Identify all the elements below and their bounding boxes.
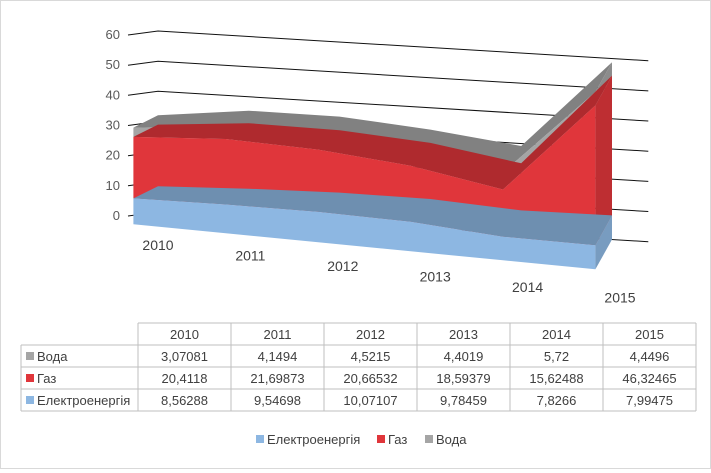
table-cell: 9,54698	[254, 393, 301, 408]
table-legend-key-Газ	[26, 374, 34, 382]
y-tick-label: 10	[106, 178, 120, 193]
legend-label: Газ	[388, 432, 407, 447]
category-label: 2011	[235, 248, 265, 264]
category-label: 2010	[142, 237, 173, 253]
table-cell: 10,07107	[343, 393, 397, 408]
table-cell: 5,72	[544, 349, 569, 364]
category-label: 2015	[604, 290, 635, 306]
area-top-surface-Газ	[133, 75, 612, 190]
table-row-label: Електроенергія	[37, 393, 130, 408]
table-row-label: Газ	[37, 371, 56, 386]
legend-key-Вода	[425, 435, 433, 443]
category-label: 2012	[327, 258, 358, 274]
table-cell: 4,5215	[351, 349, 391, 364]
area-end-cap-Газ	[595, 75, 612, 246]
y-tick-label: 40	[106, 87, 120, 102]
table-cell: 15,62488	[529, 371, 583, 386]
table-header-cell: 2010	[170, 327, 199, 342]
table-legend-key-Електроенергія	[26, 396, 34, 404]
table-header-cell: 2011	[264, 327, 292, 342]
table-cell: 4,1494	[258, 349, 298, 364]
table-cell: 7,99475	[626, 393, 673, 408]
legend-label: Електроенергія	[267, 432, 360, 447]
area-top-surface-Вода	[133, 62, 612, 173]
table-header-cell: 2014	[542, 327, 571, 342]
legend-label: Вода	[436, 432, 467, 447]
table-cell: 21,69873	[250, 371, 304, 386]
category-label: 2014	[512, 279, 543, 295]
legend-key-Електроенергія	[256, 435, 264, 443]
area-top-surface-Електроенергія	[133, 186, 612, 246]
table-header-cell: 2012	[356, 327, 385, 342]
table-cell: 3,07081	[161, 349, 208, 364]
table-header-cell: 2015	[635, 327, 664, 342]
area-front-Електроенергія	[133, 198, 596, 270]
y-tick-label: 30	[106, 118, 120, 133]
table-cell: 46,32465	[622, 371, 676, 386]
table-cell: 20,66532	[343, 371, 397, 386]
table-cell: 20,4118	[161, 371, 207, 386]
table-cell: 8,56288	[161, 393, 208, 408]
y-tick-label: 0	[113, 208, 120, 223]
table-cell: 4,4019	[444, 349, 484, 364]
table-row-label: Вода	[37, 349, 68, 364]
category-label: 2013	[420, 269, 451, 285]
gridline-50	[127, 60, 649, 92]
gridline-60	[127, 30, 649, 62]
table-cell: 7,8266	[537, 393, 577, 408]
y-tick-label: 50	[106, 57, 120, 72]
gridline-40	[127, 90, 649, 122]
y-tick-label: 60	[106, 27, 120, 42]
area-end-cap-Електроенергія	[595, 215, 612, 270]
legend-key-Газ	[377, 435, 385, 443]
table-cell: 18,59379	[436, 371, 490, 386]
table-header-cell: 2013	[449, 327, 478, 342]
table-cell: 4,4496	[630, 349, 670, 364]
table-legend-key-Вода	[26, 352, 34, 360]
table-cell: 9,78459	[440, 393, 487, 408]
y-tick-label: 20	[106, 148, 120, 163]
